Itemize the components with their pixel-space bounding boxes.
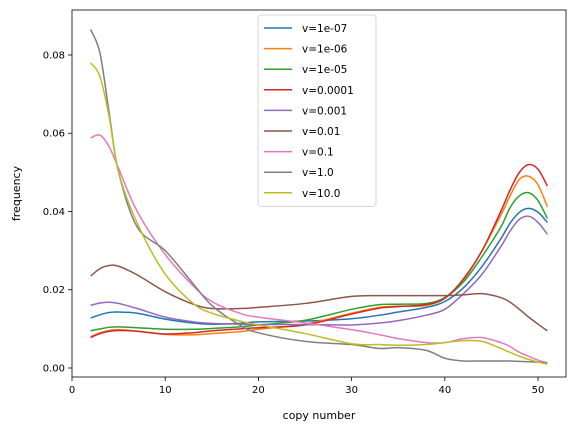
- legend-label-1: v=1e-07: [302, 23, 347, 35]
- y-tick-label: 0.04: [43, 207, 65, 218]
- legend-label-8: v=1.0: [302, 167, 334, 179]
- x-axis-label: copy number: [283, 409, 356, 422]
- series-line-3: [90, 191, 549, 332]
- x-tick-label: 50: [532, 385, 545, 396]
- plot-frame: [71, 9, 567, 378]
- series-line-5: [90, 215, 548, 326]
- y-tick-label: 0.06: [43, 129, 65, 140]
- x-tick-label: 10: [159, 385, 172, 396]
- y-tick-label: 0.08: [43, 50, 65, 61]
- legend-label-3: v=1e-05: [302, 64, 347, 76]
- legend-frame: [257, 14, 377, 207]
- x-tick-label: 30: [345, 385, 358, 396]
- legend-label-7: v=0.1: [302, 147, 334, 159]
- series-line-4: [90, 163, 549, 339]
- y-tick-label: 0.02: [43, 285, 65, 296]
- y-tick-label: 0.00: [43, 364, 65, 375]
- legend-label-2: v=1e-06: [302, 44, 348, 56]
- series-line-8: [89, 29, 548, 364]
- series-line-7: [90, 134, 548, 364]
- x-tick-label: 0: [69, 385, 75, 396]
- legend-label-4: v=0.0001: [302, 85, 354, 97]
- x-tick-label: 40: [438, 385, 451, 396]
- series-line-1: [90, 207, 548, 325]
- legend-label-6: v=0.01: [302, 126, 340, 138]
- legend-label-9: v=10.0: [302, 188, 340, 200]
- legend-label-5: v=0.001: [302, 105, 347, 117]
- legend: v=1e-07 v=1e-06 v=1e-05 v=0.0001 v=0.001 v=0.…: [257, 14, 377, 207]
- x-axis-ticks: 0 10 20 30 40 50: [69, 377, 545, 396]
- series-line-6: [90, 264, 548, 332]
- series-layer: [89, 29, 549, 365]
- y-axis-label: frequency: [10, 165, 23, 221]
- y-axis-ticks: 0.00 0.02 0.04 0.06 0.08: [43, 50, 72, 375]
- series-line-9: [90, 62, 548, 365]
- x-tick-label: 20: [252, 385, 265, 396]
